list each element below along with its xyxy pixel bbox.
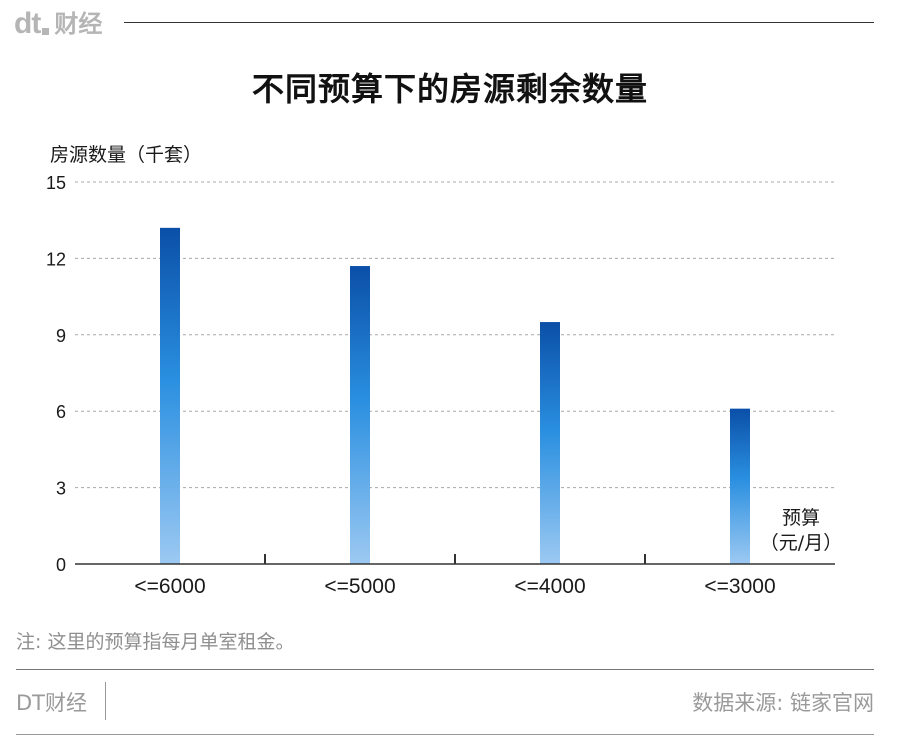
y-axis-label: 房源数量（千套） xyxy=(50,144,202,166)
footer-brand: DT财经 xyxy=(16,691,87,715)
footer-separator xyxy=(105,682,106,720)
footer-rule-top xyxy=(16,669,874,670)
bar xyxy=(540,322,560,564)
footer-rule-bottom xyxy=(16,734,874,735)
chart-title: 不同预算下的房源剩余数量 xyxy=(251,70,648,108)
bar xyxy=(730,408,750,564)
data-source: 数据来源: 链家官网 xyxy=(692,691,874,715)
bar-chart: 房源数量（千套） 0 3 6 9 12 15 <=6000 <=5000 <=4000 <=30… xyxy=(46,144,842,598)
x-axis-label-line1: 预算 xyxy=(782,507,820,529)
dt-logo: dt 财经 xyxy=(14,8,102,40)
y-tick-label: 6 xyxy=(56,402,66,422)
chart-note: 注: 这里的预算指每月单室租金。 xyxy=(16,631,295,653)
header-rule xyxy=(124,22,874,23)
bar xyxy=(160,227,180,564)
bar xyxy=(350,266,370,564)
logo-text: 财经 xyxy=(54,10,103,38)
y-tick-label: 12 xyxy=(46,249,66,269)
logo-dot xyxy=(42,27,50,35)
y-tick-label: 9 xyxy=(56,326,66,346)
x-tick-label: <=5000 xyxy=(324,575,395,598)
x-axis-label-line2: （元/月） xyxy=(760,532,842,554)
x-tick-label: <=4000 xyxy=(514,575,585,598)
x-tick-label: <=3000 xyxy=(704,575,775,598)
y-tick-label: 15 xyxy=(46,173,66,193)
x-tick-label: <=6000 xyxy=(134,575,205,598)
logo-mark: dt xyxy=(14,7,41,40)
y-tick-label: 3 xyxy=(56,479,66,499)
y-tick-label: 0 xyxy=(56,555,66,575)
